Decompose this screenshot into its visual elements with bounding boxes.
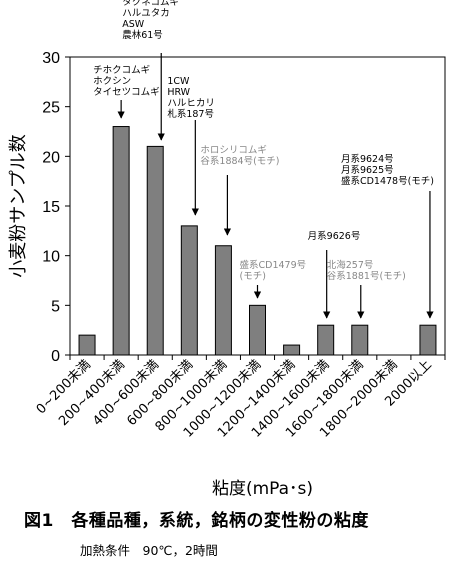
annotation: 月系9626号 xyxy=(308,231,361,319)
annotation-label: 農林61号 xyxy=(122,29,163,41)
bar-chart: 0510152025300~200未満200~400未満400~600未満600… xyxy=(8,0,446,499)
annotation-label: (モチ) xyxy=(240,271,266,282)
annotation-label: 月系9624号 xyxy=(341,154,394,165)
bar xyxy=(146,145,164,356)
y-tick-label: 20 xyxy=(42,149,60,166)
bar xyxy=(214,245,232,356)
bar xyxy=(112,126,130,356)
annotation-label: チホクコムギ xyxy=(93,65,150,76)
bar xyxy=(317,324,335,356)
bar xyxy=(78,334,96,356)
figure-caption-subtitle: 加熱条件 90℃，2時間 xyxy=(80,543,218,558)
y-axis-label: 小麦粉サンプル数 xyxy=(8,134,29,277)
annotation-label: 北海257号 xyxy=(327,259,374,271)
annotation-label: 盛系CD1478号(モチ) xyxy=(341,175,434,187)
annotation-label: 月系9626号 xyxy=(308,231,361,242)
annotation-label: ホロシリコムギ xyxy=(200,145,267,156)
annotation: 盛系CD1479号(モチ) xyxy=(240,259,307,299)
bar xyxy=(351,324,369,356)
y-tick-label: 25 xyxy=(42,100,60,117)
bar xyxy=(249,304,266,356)
annotation-label: 月系9625号 xyxy=(341,165,394,176)
annotation-label: ASW xyxy=(122,19,145,30)
bar xyxy=(419,324,437,356)
annotation-label: 谷系1881号(モチ) xyxy=(327,271,406,282)
annotation-label: タクネコムギ xyxy=(122,0,179,8)
y-tick-label: 0 xyxy=(51,348,60,365)
annotation-label: HRW xyxy=(167,87,190,98)
annotation-label: 1CW xyxy=(167,76,190,87)
annotation-label: タイセツコムギ xyxy=(93,87,160,98)
y-tick-label: 5 xyxy=(51,298,60,315)
annotation-label: 盛系CD1479号 xyxy=(240,259,307,271)
annotation-label: ハルユタカ xyxy=(122,8,170,19)
bar xyxy=(180,225,198,356)
y-tick-label: 15 xyxy=(42,199,60,216)
x-axis-label: 粘度(mPa･s) xyxy=(212,479,313,499)
figure-caption-title: 図1 各種品種，系統，銘柄の変性粉の粘度 xyxy=(24,511,369,531)
y-tick-label: 10 xyxy=(42,249,60,266)
annotation-label: 谷系1884号(モチ) xyxy=(200,156,279,167)
y-tick-label: 30 xyxy=(42,50,60,67)
annotation-label: ハルヒカリ xyxy=(167,98,215,109)
bar xyxy=(283,344,301,356)
annotation-label: ホクシン xyxy=(93,76,131,87)
annotation-label: 札系187号 xyxy=(167,108,214,120)
